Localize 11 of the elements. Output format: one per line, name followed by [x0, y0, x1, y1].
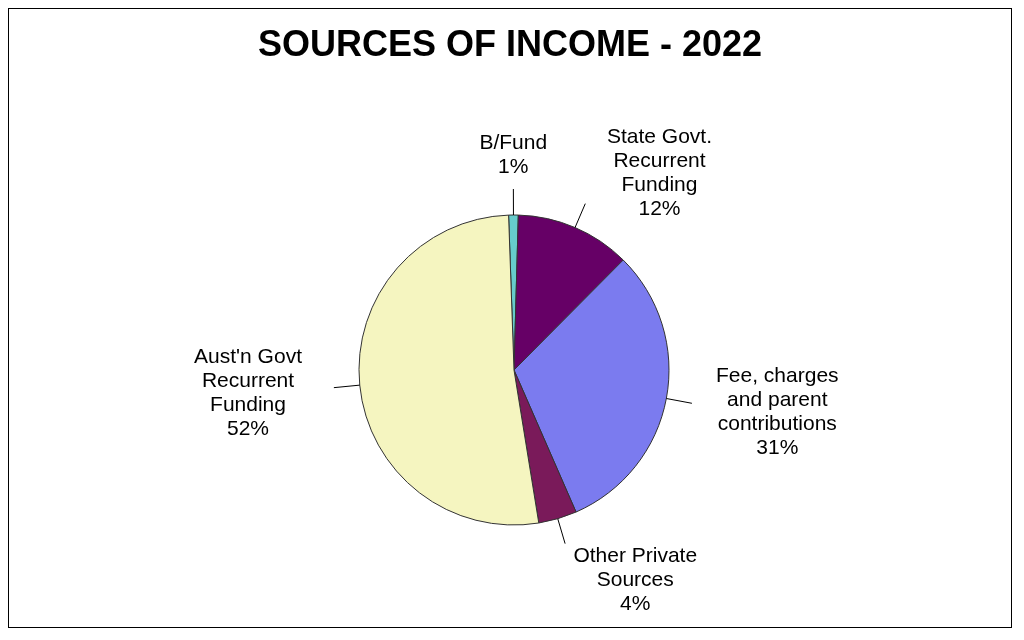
- chart-title: SOURCES OF INCOME - 2022: [256, 23, 764, 65]
- data-label: 1%: [498, 153, 529, 177]
- slice-label: B/Fund: [479, 129, 548, 153]
- data-label: 12%: [638, 195, 681, 219]
- data-label: 52%: [227, 415, 270, 439]
- slice-label: Fee, charges and parent contributions: [716, 362, 839, 434]
- data-label: 31%: [756, 434, 799, 458]
- data-label: 4%: [620, 590, 651, 614]
- slice-label: Other Private Sources: [573, 542, 698, 590]
- slice-label: Aust'n Govt Recurrent Funding: [194, 343, 303, 415]
- slice-label: State Govt. Recurrent Funding: [606, 123, 713, 195]
